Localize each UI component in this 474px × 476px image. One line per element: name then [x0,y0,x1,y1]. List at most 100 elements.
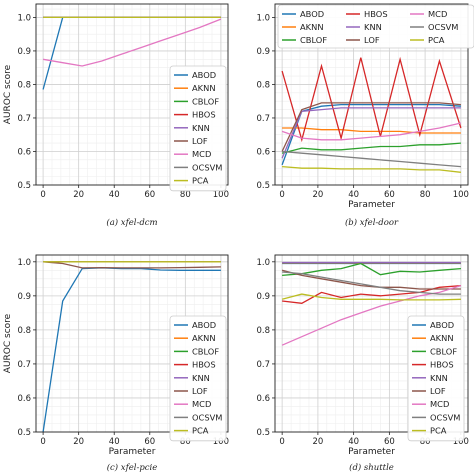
x-tick-label: 80 [180,437,191,447]
y-tick-label: 0.5 [17,428,31,438]
legend-label: ABOD [192,320,216,330]
y-tick-label: 0.5 [256,428,270,438]
legend-label: MCD [430,399,449,409]
legend-label: LOF [364,35,380,45]
x-tick-label: 60 [144,437,155,447]
series-line-mcd [281,122,462,141]
series-line-aknn [282,127,461,134]
legend: ABOD AKNN CBLOF HBOS KNN LOF MCD OCSVM PCA [169,315,227,442]
legend-label: ABOD [192,70,216,80]
series-line-cblof [282,262,461,277]
x-tick-label: 0 [279,190,284,200]
y-axis-label: AUROC score [3,313,13,373]
legend-label: CBLOF [300,35,327,45]
legend-label: PCA [192,426,209,436]
y-tick-label: 0.7 [17,360,31,370]
series-group [281,56,462,173]
y-tick-label: 0.7 [256,360,270,370]
series-group [42,261,221,432]
x-tick-label: 20 [312,190,323,200]
y-tick-label: 0.5 [256,181,270,191]
series-line-hbos [281,56,462,143]
legend-label: LOF [192,386,208,396]
y-tick-label: 1.0 [256,258,270,268]
y-tick-label: 1.0 [17,258,31,268]
legend-label: HBOS [192,360,216,370]
x-tick-label: 40 [348,190,359,200]
legend: ABOD AKNN CBLOF HBOS KNN LOF MCD OCSVM PCA [277,4,474,49]
legend-label: MCD [192,399,211,409]
legend-box [407,315,465,442]
legend-label: OCSVM [192,412,222,422]
x-tick-label: 80 [420,437,431,447]
axes-frame [35,3,229,186]
series-line-lof [43,261,221,269]
panel-caption: (b) xfel-door [345,217,399,228]
series-line-mcd [42,18,222,67]
series-line-pca [282,165,461,173]
axes-frame [35,254,229,433]
panel-caption: (a) xfel-dcm [106,217,157,228]
series-line-mcd [281,284,462,346]
legend-label: KNN [430,373,448,383]
legend-label: PCA [430,426,447,436]
legend-label: OCSVM [430,412,460,422]
x-tick-label: 0 [40,437,45,447]
x-axis-label: Parameter [109,447,156,457]
legend-label: ABOD [300,9,324,19]
y-tick-label: 0.9 [256,292,270,302]
y-axis-label: AUROC score [3,64,13,124]
x-tick-label: 80 [420,190,431,200]
x-axis-label: Parameter [348,447,395,457]
series-group [281,261,462,346]
legend-label: KNN [364,22,382,32]
legend-label: ABOD [430,320,454,330]
legend-label: KNN [192,373,210,383]
legend-label: MCD [192,149,211,159]
legend-label: HBOS [192,110,216,120]
chart-panel-1: 0 20 40 60 80 100 0.5 0.6 0.7 0.8 0.9 1.0 Parameter (… [256,3,474,228]
y-tick-label: 0.6 [256,147,270,157]
y-tick-label: 0.5 [17,181,31,191]
y-tick-label: 0.8 [17,80,31,90]
chart-panel-0: 0 20 40 60 80 100 0.5 0.6 0.7 0.8 0.9 1.0 AUROC scor… [3,3,229,228]
y-tick-label: 0.6 [17,394,31,404]
x-tick-label: 40 [109,190,120,200]
x-tick-label: 40 [109,437,120,447]
legend-label: HBOS [430,360,454,370]
x-tick-label: 0 [279,437,284,447]
x-axis-label: Parameter [348,200,395,210]
x-tick-label: 0 [40,190,45,200]
y-tick-label: 0.9 [256,47,270,57]
x-tick-label: 60 [384,437,395,447]
x-tick-label: 40 [348,437,359,447]
legend-label: OCSVM [192,162,222,172]
x-tick-label: 100 [213,190,229,200]
axes-frame [274,3,469,186]
legend-box [169,65,227,192]
x-tick-label: 80 [180,190,191,200]
y-tick-label: 0.6 [17,147,31,157]
chart-panel-3: 0 20 40 60 80 100 0.5 0.6 0.7 0.8 0.9 1.0 Parameter (… [256,254,469,473]
series-line-lof [281,102,461,152]
legend-label: CBLOF [192,96,219,106]
axes-frame [274,254,469,433]
chart-panel-2: 0 20 40 60 80 100 0.5 0.6 0.7 0.8 0.9 1.0 Parameter A… [3,254,229,473]
y-tick-label: 0.8 [17,326,31,336]
legend: ABOD AKNN CBLOF HBOS KNN LOF MCD OCSVM PCA [169,65,227,192]
series-line-hbos [282,284,461,304]
y-tick-label: 0.6 [256,394,270,404]
legend-label: HBOS [364,9,388,19]
series-line-abod [42,267,221,432]
series-line-cblof [281,142,461,154]
legend: ABOD AKNN CBLOF HBOS KNN LOF MCD OCSVM PCA [407,315,465,442]
series-line-abod [281,103,461,166]
x-tick-label: 20 [73,437,84,447]
legend-label: LOF [430,386,446,396]
x-tick-label: 100 [453,437,469,447]
panel-caption: (d) shuttle [349,462,394,473]
legend-label: CBLOF [430,346,457,356]
y-tick-label: 0.9 [17,292,31,302]
series-group [42,16,222,90]
